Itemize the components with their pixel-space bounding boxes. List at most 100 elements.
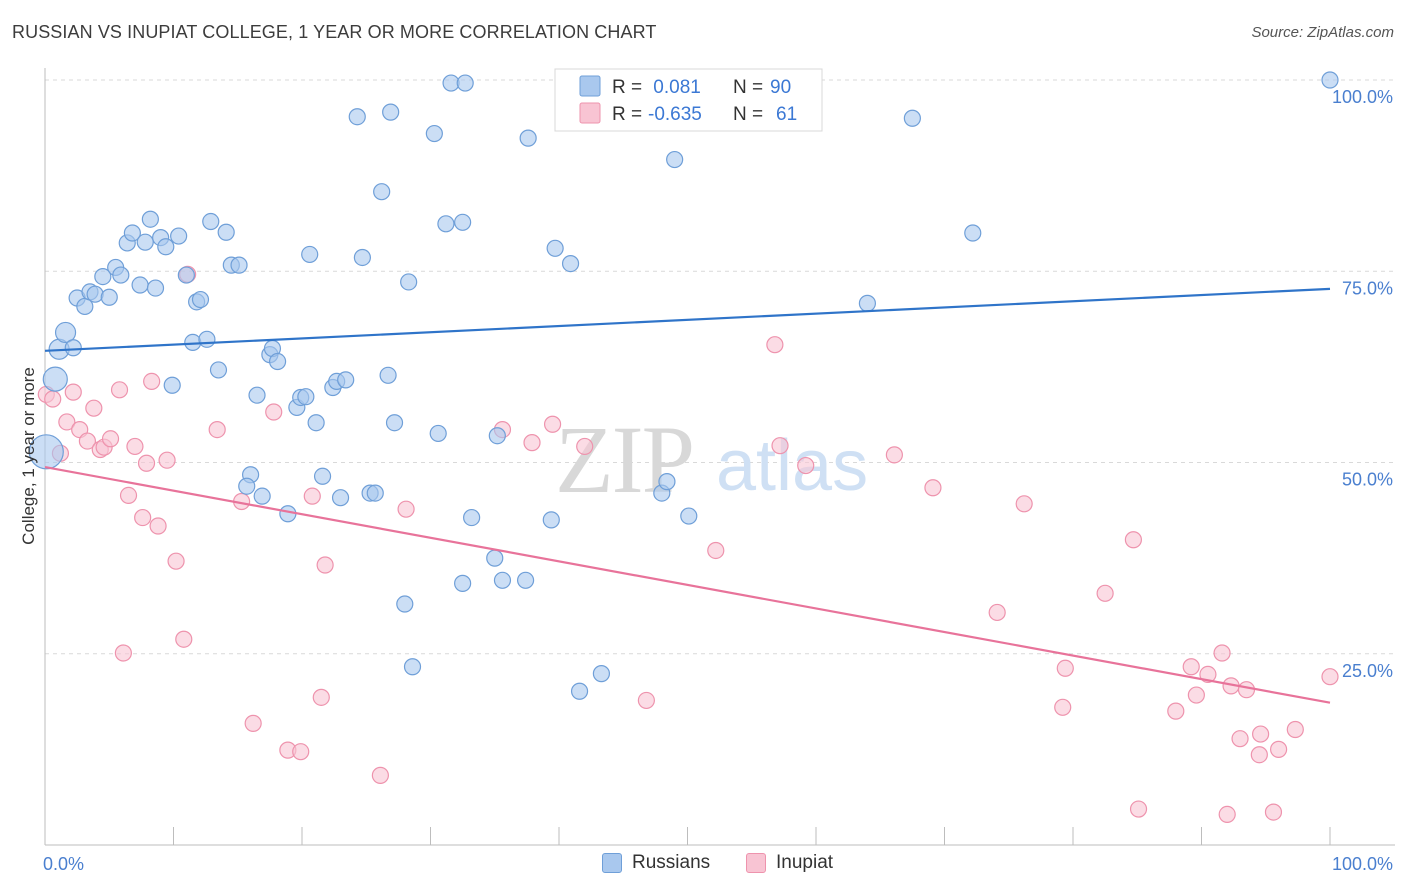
inupiat-point [523,434,541,452]
russians-point [54,321,77,344]
russians-point [141,210,159,228]
russians-point [456,74,474,92]
russians-point [209,361,228,379]
inupiat-point [1015,495,1033,513]
russians-point [112,266,130,284]
russians-point [198,330,216,348]
russians-point [400,273,418,291]
tick-labels: 25.0% 50.0% 75.0% 100.0% 0.0% 100.0% [43,87,1393,874]
inupiat-point [312,688,330,706]
inupiat-point [988,603,1006,622]
x-tick-label: 100.0% [1332,854,1393,874]
russians-point [230,256,248,274]
russians-point [238,477,256,495]
russians-point [519,129,537,147]
russians-point [100,288,118,306]
inupiat-point [85,399,103,417]
grid-lines [45,79,1395,655]
russians-point [493,571,512,589]
inupiat-point [316,556,334,574]
inupiat-point [543,415,562,433]
russians-point [486,549,504,567]
russians-point [437,215,455,233]
source-label: Source: ZipAtlas.com [1251,24,1394,41]
russians-point [382,103,400,121]
russians-point [86,285,104,303]
russians-point [964,224,982,242]
russians-point [516,571,535,589]
legend-r-value-2: -0.635 [648,104,702,125]
legend-swatch-inupiat [579,102,601,124]
legend-r-value-1: 0.081 [648,77,701,98]
russians-point [385,414,404,432]
legend-n-label-2: N = [733,104,763,125]
inupiat-point [64,383,82,401]
inupiat-point [167,552,185,570]
legend-r-label-2: R = [612,104,642,125]
legend-n-value-1: 90 [770,77,791,98]
inupiat-point [1213,644,1231,662]
russians-point [248,386,266,404]
y-tick-label: 50.0% [1342,470,1393,490]
inupiat-point [1182,658,1200,676]
inupiat-trend-line [44,466,1331,704]
inupiat-point [1237,681,1256,699]
chart-title: RUSSIAN VS INUPIAT COLLEGE, 1 YEAR OR MO… [12,22,657,42]
inupiat-point [1218,805,1236,824]
russians-point [561,255,580,273]
legend-n-value-2: 61 [776,104,797,125]
bottom-legend-russians: Russians [602,852,710,874]
inupiat-point [637,691,655,710]
inupiat-point [126,437,144,456]
inupiat-point [208,421,226,439]
inupiat-point [1231,730,1249,748]
inupiat-point [924,479,942,497]
trend-lines [44,287,1331,704]
inupiat-point [707,541,725,560]
legend-swatch-russians [579,75,601,97]
inupiat-point [771,437,789,455]
legend-box: R = 0.081 N = 90 R = -0.635 N = 61 [554,68,823,132]
inupiat-point [143,372,161,391]
russians-point [680,507,698,525]
inupiat-point [1250,746,1268,764]
russians-point [253,487,271,505]
russians-trend-line [44,287,1331,352]
russians-point [666,150,684,169]
russians-point [429,424,447,443]
inupiat-point [134,508,152,527]
inupiat-point [885,446,903,464]
russians-points [28,71,1339,700]
inupiat-point [1167,702,1185,720]
inupiat-point [137,454,156,472]
russians-point [546,239,564,257]
russians-point [396,595,414,613]
russians-point [123,224,141,242]
inupiat-point [1124,531,1142,549]
bottom-legend-inupiat: Inupiat [746,852,833,874]
inupiat-point [101,430,120,448]
russians-point [64,339,82,357]
y-axis-label: College, 1 year or more [19,367,38,545]
inupiat-point [1269,740,1288,758]
russians-point [42,366,68,392]
russians-point [136,233,154,251]
russians-point [331,489,350,507]
russians-point [488,427,506,445]
russians-point [217,223,235,241]
russians-point [454,213,472,231]
inupiat-point [292,743,310,761]
russians-point [454,574,472,592]
russians-point [903,109,921,127]
russians-point [463,508,481,527]
russians-point [1321,71,1339,89]
inupiat-swatch [746,853,766,873]
russians-point [373,183,391,201]
russians-point [379,366,397,384]
inupiat-point [1252,725,1270,743]
russians-point [425,124,443,143]
russians-point [366,484,384,502]
russians-point [592,665,611,683]
russians-point [191,290,210,309]
